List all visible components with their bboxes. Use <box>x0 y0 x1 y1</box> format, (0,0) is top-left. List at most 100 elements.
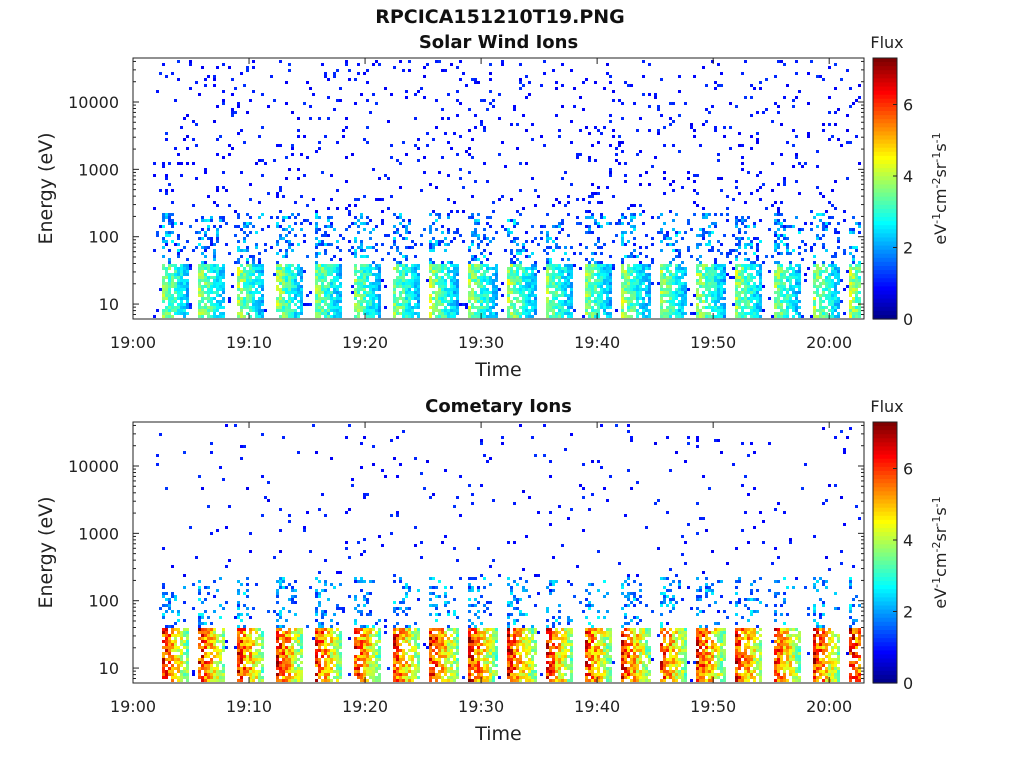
flux-cell <box>204 655 207 658</box>
flux-cell <box>309 303 312 306</box>
flux-cell <box>414 267 417 270</box>
flux-cell <box>393 303 396 306</box>
flux-cell <box>708 291 711 294</box>
flux-cell <box>219 294 222 297</box>
flux-cell <box>582 315 585 318</box>
flux-cell <box>510 258 513 261</box>
flux-cell <box>159 225 162 228</box>
flux-cell <box>222 640 225 643</box>
flux-cell <box>435 267 438 270</box>
flux-cell <box>765 108 768 111</box>
flux-cell <box>837 306 840 309</box>
flux-cell <box>759 306 762 309</box>
flux-cell <box>441 279 444 282</box>
flux-cell <box>642 273 645 276</box>
flux-cell <box>783 309 786 312</box>
flux-cell <box>378 306 381 309</box>
flux-cell <box>318 285 321 288</box>
flux-cell <box>279 661 282 664</box>
flux-cell <box>483 270 486 273</box>
flux-cell <box>168 607 171 610</box>
flux-cell <box>642 264 645 267</box>
flux-cell <box>798 285 801 288</box>
flux-cell <box>249 532 252 535</box>
flux-cell <box>606 294 609 297</box>
flux-cell <box>282 270 285 273</box>
flux-cell <box>318 276 321 279</box>
flux-cell <box>171 634 174 637</box>
flux-cell <box>504 165 507 168</box>
flux-cell <box>180 270 183 273</box>
flux-cell <box>852 297 855 300</box>
flux-cell <box>552 303 555 306</box>
flux-cell <box>750 261 753 264</box>
flux-cell <box>564 276 567 279</box>
flux-cell <box>429 300 432 303</box>
colorbar-segment <box>873 306 897 312</box>
flux-cell <box>417 285 420 288</box>
flux-cell <box>282 267 285 270</box>
flux-cell <box>717 291 720 294</box>
flux-cell <box>558 303 561 306</box>
y-axis-label: Energy (eV) <box>35 132 57 244</box>
flux-cell <box>717 294 720 297</box>
flux-cell <box>762 111 765 114</box>
flux-cell <box>720 282 723 285</box>
flux-cell <box>180 222 183 225</box>
flux-cell <box>705 312 708 315</box>
flux-cell <box>630 306 633 309</box>
flux-cell <box>330 267 333 270</box>
flux-cell <box>168 216 171 219</box>
flux-cell <box>597 312 600 315</box>
flux-cell <box>519 261 522 264</box>
flux-cell <box>261 670 264 673</box>
flux-cell <box>252 306 255 309</box>
flux-cell <box>198 315 201 318</box>
flux-cell <box>603 309 606 312</box>
flux-cell <box>279 210 282 213</box>
flux-cell <box>540 237 543 240</box>
flux-cell <box>573 105 576 108</box>
flux-cell <box>747 297 750 300</box>
flux-cell <box>405 309 408 312</box>
flux-cell <box>171 655 174 658</box>
flux-cell <box>798 267 801 270</box>
flux-cell <box>600 267 603 270</box>
flux-cell <box>261 646 264 649</box>
flux-cell <box>378 276 381 279</box>
flux-cell <box>366 216 369 219</box>
flux-cell <box>642 267 645 270</box>
flux-cell <box>258 258 261 261</box>
flux-cell <box>702 66 705 69</box>
flux-cell <box>360 276 363 279</box>
flux-cell <box>237 634 240 637</box>
flux-cell <box>555 282 558 285</box>
flux-cell <box>354 78 357 81</box>
flux-cell <box>522 114 525 117</box>
flux-cell <box>621 315 624 318</box>
flux-cell <box>561 84 564 87</box>
flux-cell <box>453 306 456 309</box>
flux-cell <box>831 267 834 270</box>
flux-cell <box>756 270 759 273</box>
flux-cell <box>591 294 594 297</box>
flux-cell <box>642 210 645 213</box>
flux-cell <box>369 309 372 312</box>
flux-cell <box>237 601 240 604</box>
flux-cell <box>522 270 525 273</box>
flux-cell <box>588 300 591 303</box>
flux-cell <box>444 249 447 252</box>
flux-cell <box>708 270 711 273</box>
flux-cell <box>186 303 189 306</box>
flux-cell <box>510 198 513 201</box>
flux-cell <box>858 225 861 228</box>
flux-cell <box>471 303 474 306</box>
flux-cell <box>396 285 399 288</box>
flux-cell <box>216 637 219 640</box>
flux-cell <box>231 111 234 114</box>
flux-cell <box>249 679 252 682</box>
flux-cell <box>240 631 243 634</box>
flux-cell <box>411 306 414 309</box>
flux-cell <box>369 285 372 288</box>
flux-cell <box>531 288 534 291</box>
